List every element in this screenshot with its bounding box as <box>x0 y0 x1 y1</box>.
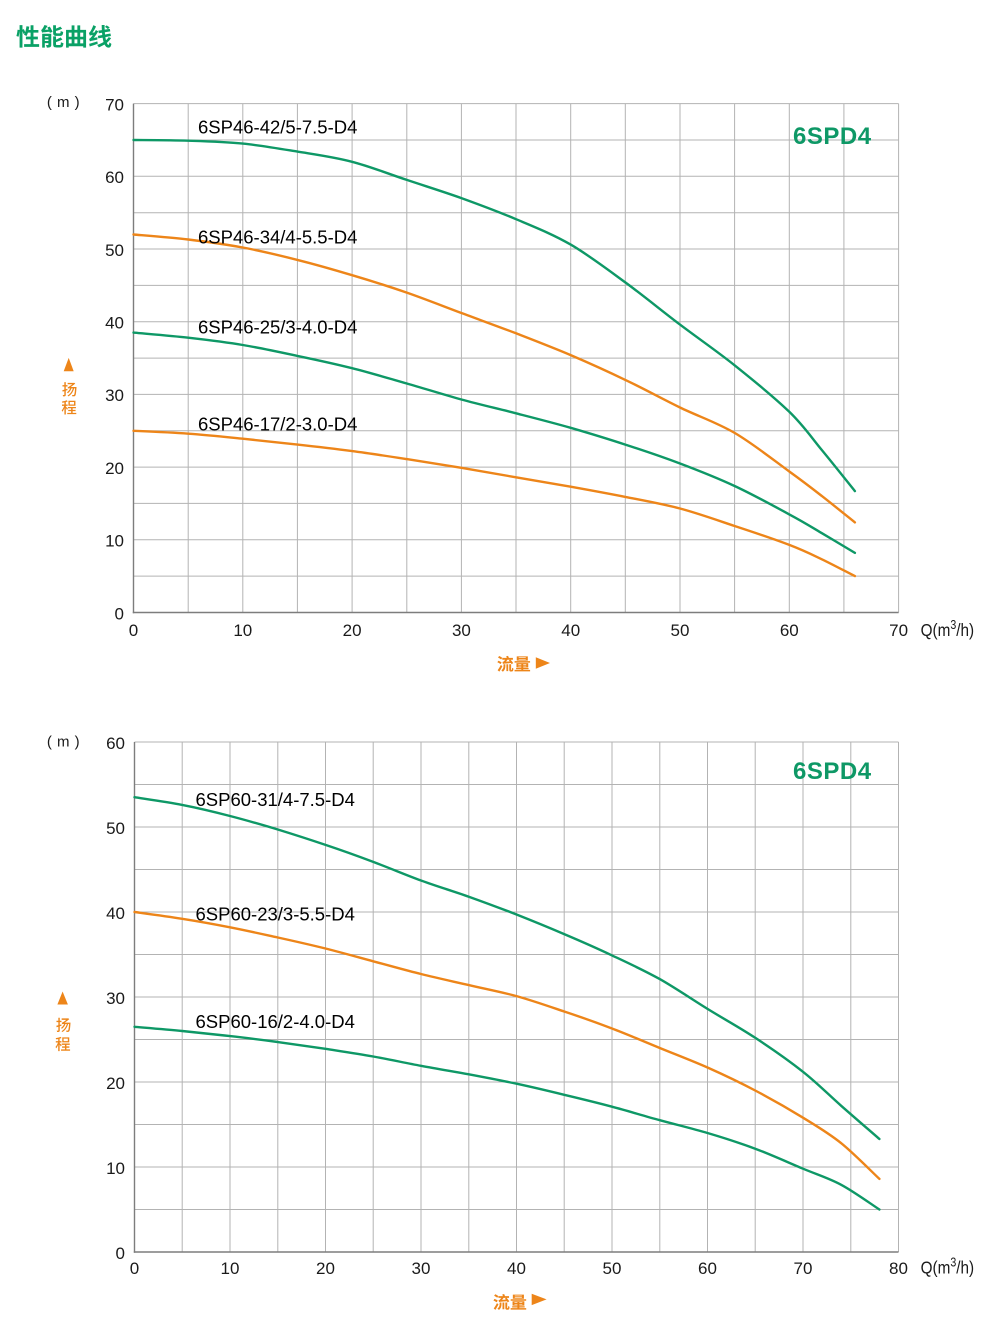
svg-text:20: 20 <box>105 459 124 478</box>
svg-text:6SP60-16/2-4.0-D4: 6SP60-16/2-4.0-D4 <box>196 1011 355 1032</box>
svg-text:0: 0 <box>129 621 138 640</box>
svg-text:50: 50 <box>603 1259 622 1278</box>
svg-text:6SP60-31/4-7.5-D4: 6SP60-31/4-7.5-D4 <box>196 789 355 810</box>
svg-text:6SP46-42/5-7.5-D4: 6SP46-42/5-7.5-D4 <box>198 116 357 137</box>
svg-text:( m ): ( m ) <box>47 734 80 751</box>
svg-text:30: 30 <box>106 989 125 1008</box>
svg-text:0: 0 <box>116 1244 125 1263</box>
svg-text:0: 0 <box>130 1259 139 1278</box>
svg-text:70: 70 <box>794 1259 813 1278</box>
svg-text:6SP60-23/3-5.5-D4: 6SP60-23/3-5.5-D4 <box>196 904 355 925</box>
svg-text:50: 50 <box>105 241 124 260</box>
svg-text:30: 30 <box>452 621 471 640</box>
svg-text:6SP46-17/2-3.0-D4: 6SP46-17/2-3.0-D4 <box>198 413 357 434</box>
svg-text:60: 60 <box>105 168 124 187</box>
svg-text:20: 20 <box>316 1259 335 1278</box>
svg-text:6SP46-34/4-5.5-D4: 6SP46-34/4-5.5-D4 <box>198 226 357 247</box>
svg-text:60: 60 <box>780 621 799 640</box>
svg-text:50: 50 <box>106 819 125 838</box>
svg-text:70: 70 <box>105 95 124 114</box>
svg-text:40: 40 <box>561 621 580 640</box>
svg-text:20: 20 <box>106 1074 125 1093</box>
svg-text:( m ): ( m ) <box>47 94 80 111</box>
svg-text:70: 70 <box>889 621 908 640</box>
svg-text:6SPD4: 6SPD4 <box>793 758 872 785</box>
svg-text:30: 30 <box>105 386 124 405</box>
svg-text:10: 10 <box>221 1259 240 1278</box>
svg-text:6SP46-25/3-4.0-D4: 6SP46-25/3-4.0-D4 <box>198 316 357 337</box>
svg-text:30: 30 <box>412 1259 431 1278</box>
svg-text:80: 80 <box>889 1259 908 1278</box>
svg-text:10: 10 <box>233 621 252 640</box>
svg-text:0: 0 <box>115 604 124 623</box>
svg-text:40: 40 <box>106 904 125 923</box>
svg-text:40: 40 <box>105 314 124 333</box>
svg-text:40: 40 <box>507 1259 526 1278</box>
svg-text:10: 10 <box>106 1159 125 1178</box>
svg-text:60: 60 <box>698 1259 717 1278</box>
svg-text:60: 60 <box>106 734 125 753</box>
svg-text:Q(m3/h): Q(m3/h) <box>921 618 974 640</box>
svg-text:Q(m3/h): Q(m3/h) <box>921 1256 974 1278</box>
svg-text:6SPD4: 6SPD4 <box>793 123 872 150</box>
svg-text:10: 10 <box>105 532 124 551</box>
svg-text:20: 20 <box>343 621 362 640</box>
svg-text:50: 50 <box>671 621 690 640</box>
